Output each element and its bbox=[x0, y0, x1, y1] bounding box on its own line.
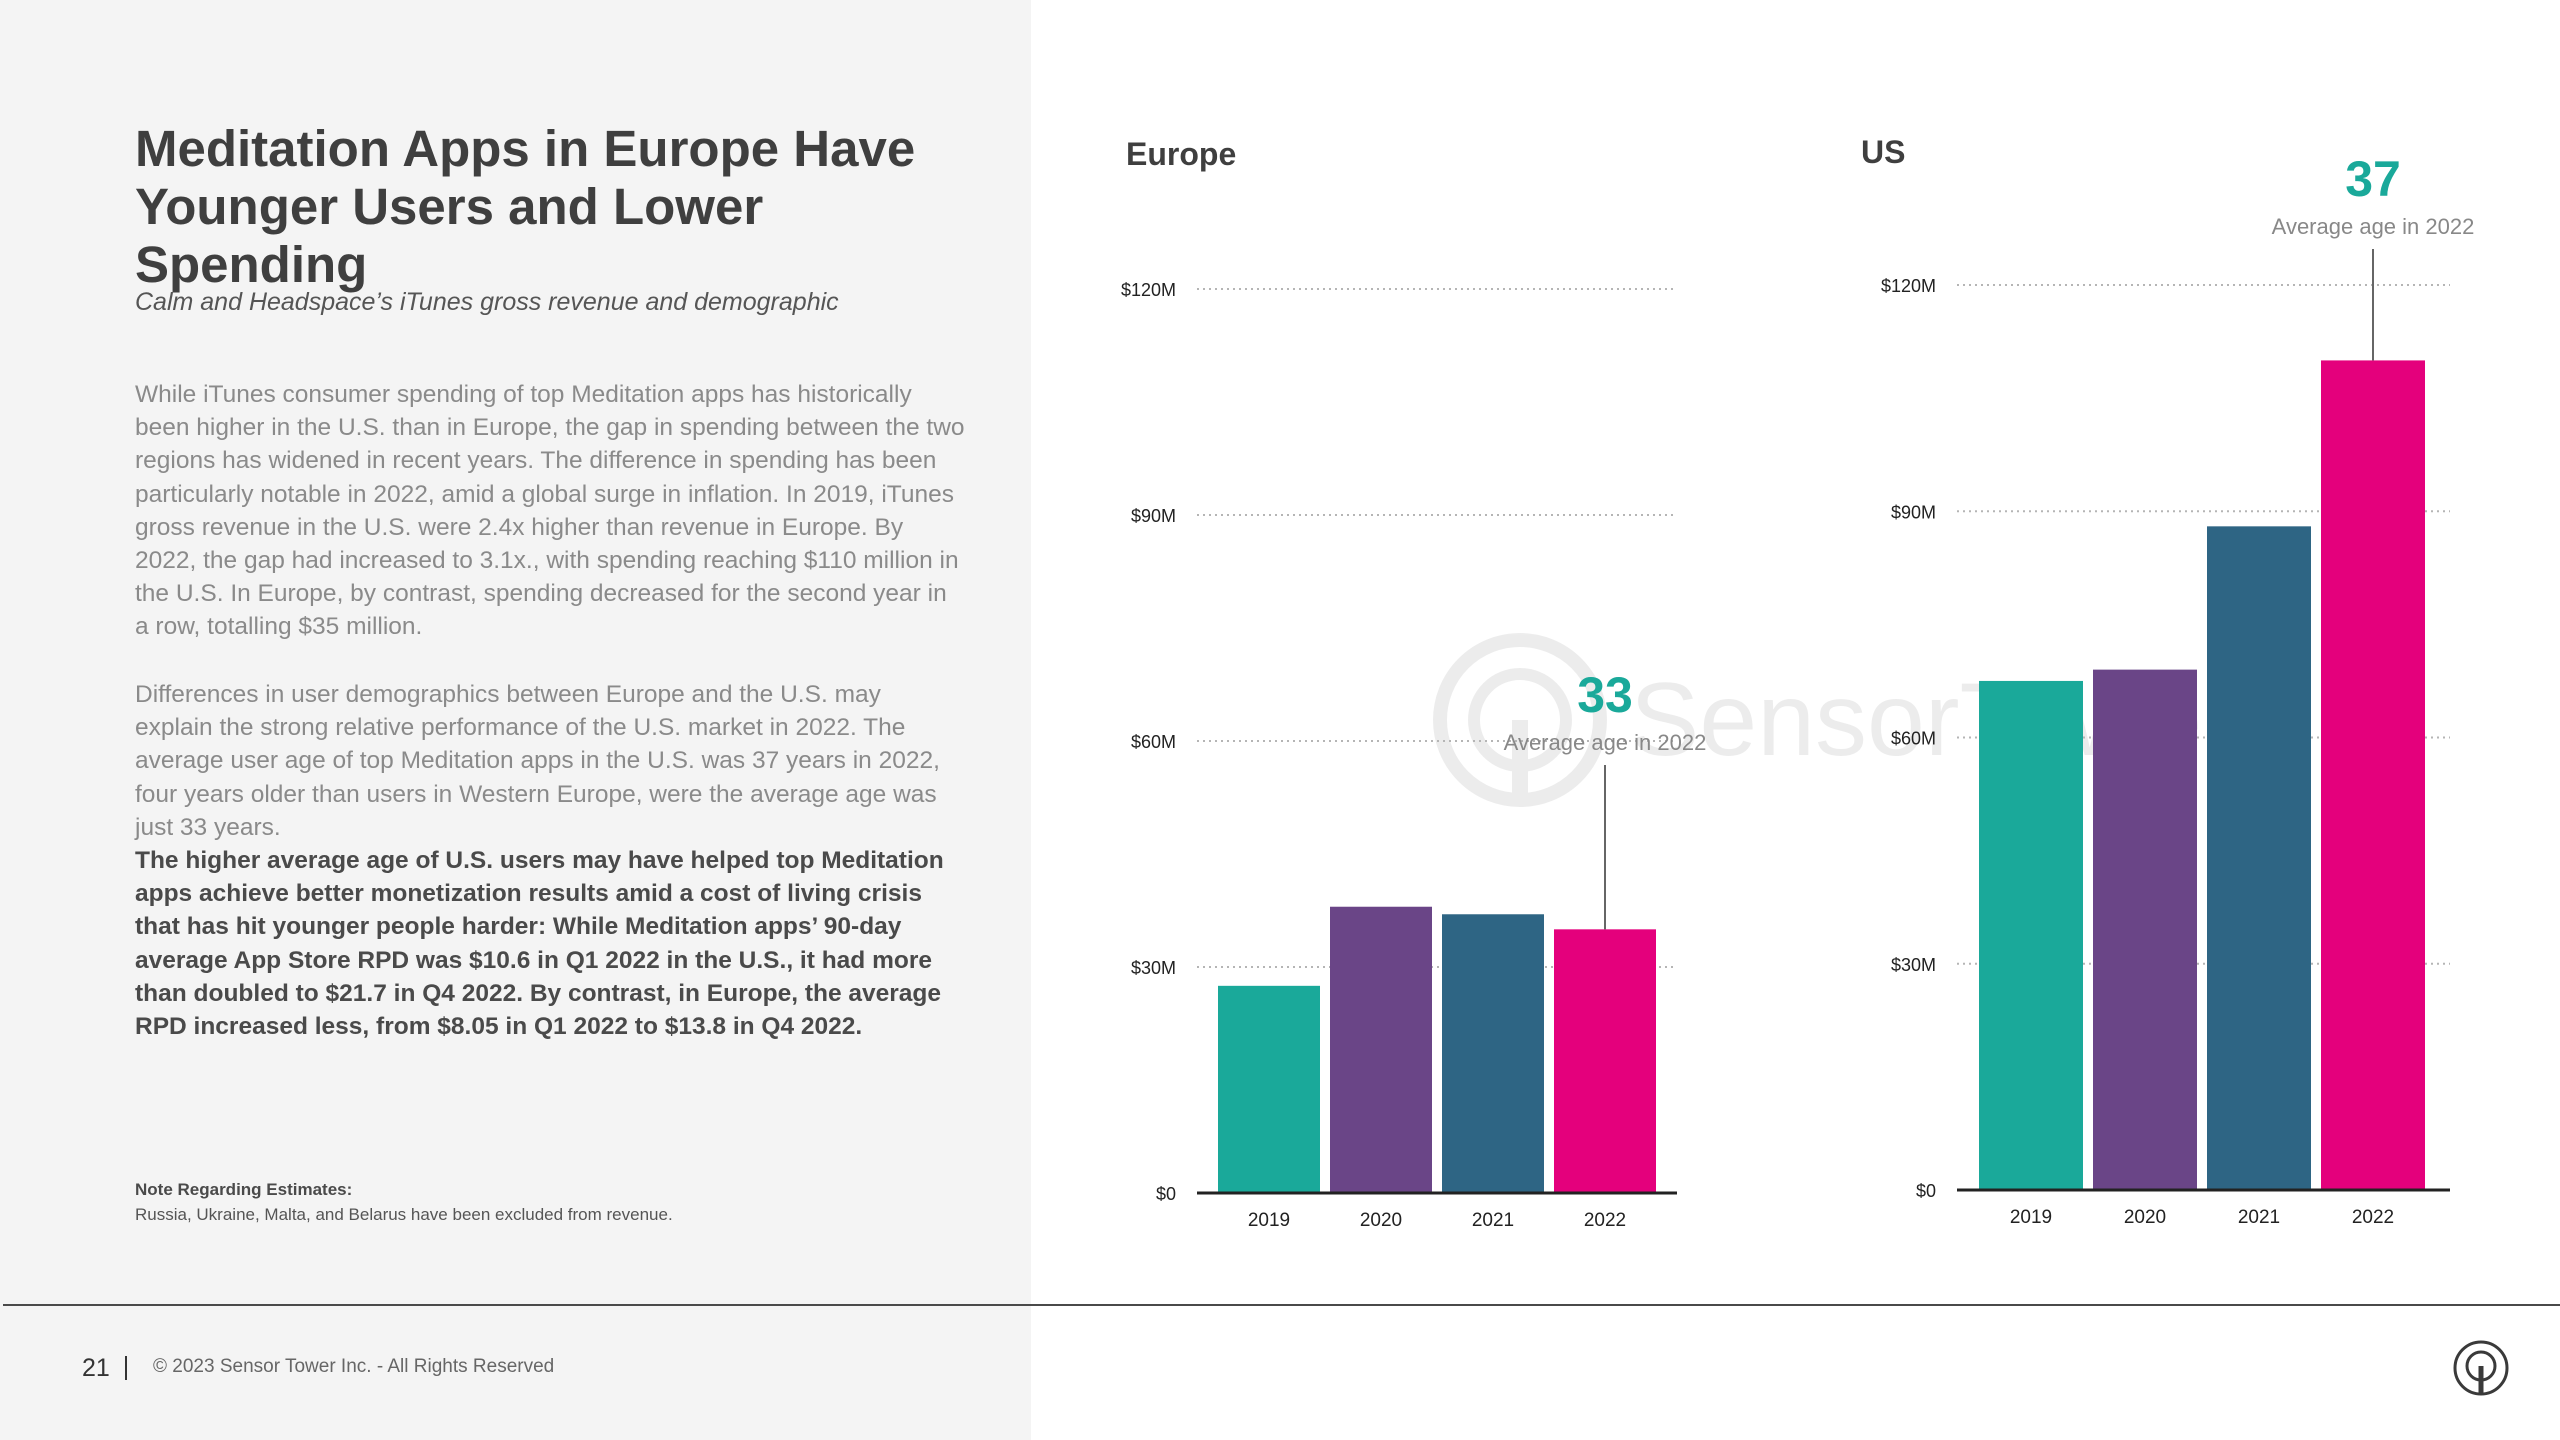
note-text: Russia, Ukraine, Malta, and Belarus have… bbox=[135, 1205, 673, 1224]
us-annotation-value: 37 bbox=[2345, 151, 2401, 207]
europe-y-tick-label: $30M bbox=[1131, 958, 1176, 978]
us-y-tick-label: $0 bbox=[1916, 1181, 1936, 1201]
footer-separator bbox=[125, 1356, 127, 1380]
europe-bar-2020 bbox=[1330, 906, 1432, 1193]
footer-divider bbox=[3, 1304, 2560, 1306]
europe-annotation-label: Average age in 2022 bbox=[1504, 730, 1707, 755]
us-bar-2019 bbox=[1979, 680, 2083, 1190]
page-title: Meditation Apps in Europe Have Younger U… bbox=[135, 120, 916, 293]
us-x-tick-label: 2019 bbox=[2010, 1207, 2052, 1228]
europe-bar-2022 bbox=[1554, 929, 1656, 1193]
europe-x-tick-label: 2022 bbox=[1584, 1210, 1626, 1231]
page-number: 21 bbox=[82, 1354, 110, 1382]
us-x-tick-label: 2021 bbox=[2238, 1207, 2280, 1228]
europe-chart-title: Europe bbox=[1126, 136, 1236, 172]
us-chart-title: US bbox=[1861, 134, 1905, 170]
europe-annotation-value: 33 bbox=[1577, 667, 1633, 723]
us-bar-2022 bbox=[2321, 360, 2425, 1191]
body-paragraph-2: Differences in user demographics between… bbox=[135, 681, 940, 841]
us-y-tick-label: $60M bbox=[1891, 729, 1936, 749]
us-bar-2021 bbox=[2207, 526, 2311, 1190]
body-paragraph-highlight: The higher average age of U.S. users may… bbox=[135, 847, 944, 1041]
sensor-tower-logo-icon bbox=[2453, 1340, 2509, 1396]
us-annotation-label: Average age in 2022 bbox=[2272, 214, 2475, 239]
us-y-tick-label: $120M bbox=[1881, 276, 1936, 296]
europe-bar-2021 bbox=[1442, 914, 1544, 1193]
europe-x-tick-label: 2021 bbox=[1472, 1210, 1514, 1231]
us-x-tick-label: 2020 bbox=[2124, 1207, 2166, 1228]
chart-subtitle: Calm and Headspace’s iTunes gross revenu… bbox=[135, 288, 839, 316]
europe-bar-2019 bbox=[1218, 985, 1320, 1193]
watermark-logo-icon bbox=[1433, 633, 1607, 807]
europe-y-tick-label: $90M bbox=[1131, 506, 1176, 526]
europe-x-tick-label: 2020 bbox=[1360, 1210, 1402, 1231]
left-panel bbox=[0, 0, 1031, 1440]
us-bar-2020 bbox=[2093, 669, 2197, 1190]
us-y-tick-label: $90M bbox=[1891, 502, 1936, 522]
europe-y-tick-label: $0 bbox=[1156, 1184, 1176, 1204]
us-x-tick-label: 2022 bbox=[2352, 1207, 2394, 1228]
europe-y-tick-label: $120M bbox=[1121, 280, 1176, 300]
body-paragraph-1: While iTunes consumer spending of top Me… bbox=[135, 381, 965, 641]
europe-x-tick-label: 2019 bbox=[1248, 1210, 1290, 1231]
europe-y-tick-label: $60M bbox=[1131, 732, 1176, 752]
copyright-text: © 2023 Sensor Tower Inc. - All Rights Re… bbox=[153, 1356, 555, 1377]
us-y-tick-label: $30M bbox=[1891, 955, 1936, 975]
note-title: Note Regarding Estimates: bbox=[135, 1180, 353, 1199]
